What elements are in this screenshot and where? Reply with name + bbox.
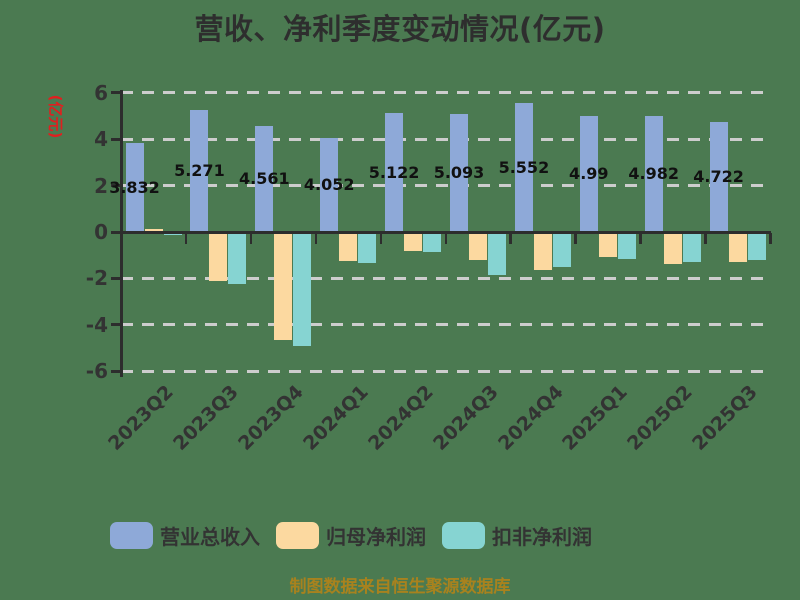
zero-line [119, 230, 771, 234]
legend: 营业总收入 归母净利润 扣非净利润 [110, 521, 592, 550]
y-tick-label: -6 [85, 359, 108, 384]
value-label-2024Q2: 5.122 [368, 162, 420, 182]
bar-扣非净利润-2025Q3 [747, 233, 766, 261]
x-axis-tick [509, 233, 512, 244]
bar-扣非净利润-2023Q2 [163, 233, 182, 236]
legend-item: 归母净利润 [276, 521, 426, 550]
y-tick-label: 4 [94, 127, 108, 152]
bar-归母净利润-2024Q4 [533, 233, 552, 271]
y-tick-label: 2 [94, 173, 108, 198]
y-tick-label: 6 [94, 80, 108, 105]
x-tick-label-2024Q4: 2024Q4 [493, 381, 568, 455]
y-axis-tick [111, 323, 121, 327]
bar-扣非净利润-2025Q1 [617, 233, 636, 260]
bar-扣非净利润-2024Q3 [488, 233, 506, 275]
y-axis-tick [111, 369, 121, 373]
x-axis-tick [769, 233, 772, 244]
y-tick-label: 0 [94, 220, 108, 244]
y-tick-label: -2 [85, 266, 108, 291]
legend-label: 营业总收入 [160, 525, 260, 549]
x-tick-label-2024Q3: 2024Q3 [428, 381, 503, 455]
bar-营业总收入-2025Q3 [709, 122, 728, 232]
gridline [121, 137, 770, 141]
bar-归母净利润-2023Q3 [209, 233, 228, 282]
footer-note: 制图数据来自恒生聚源数据库 [289, 577, 511, 597]
value-label-2025Q2: 4.982 [628, 164, 679, 184]
bar-营业总收入-2023Q4 [255, 126, 274, 232]
x-axis-tick [444, 233, 447, 244]
bar-扣非净利润-2024Q1 [358, 233, 377, 263]
legend-item: 扣非净利润 [442, 521, 592, 550]
y-tick-label: -4 [85, 312, 108, 337]
x-axis-tick [379, 233, 383, 244]
bar-归母净利润-2024Q3 [469, 233, 487, 261]
bar-扣非净利润-2025Q2 [682, 233, 701, 262]
bar-归母净利润-2025Q3 [728, 233, 747, 262]
bar-扣非净利润-2023Q4 [293, 233, 312, 347]
legend-swatch [442, 522, 485, 549]
y-axis-tick [111, 91, 121, 95]
value-label-2025Q1: 4.99 [569, 164, 609, 184]
x-tick-label-2025Q3: 2025Q3 [688, 381, 763, 455]
bar-扣非净利润-2023Q3 [228, 233, 247, 284]
legend-label: 归母净利润 [326, 525, 426, 549]
x-tick-label-2023Q3: 2023Q3 [169, 381, 243, 455]
legend-swatch [276, 522, 319, 549]
gridline [121, 91, 770, 95]
value-label-2025Q3: 4.722 [693, 167, 744, 187]
bar-归母净利润-2023Q2 [144, 228, 163, 232]
x-tick-label-2024Q1: 2024Q1 [298, 381, 373, 455]
value-label-2024Q4: 5.552 [498, 157, 550, 177]
x-axis-tick [120, 233, 123, 244]
x-axis-tick [639, 233, 642, 244]
bar-营业总收入-2024Q2 [385, 113, 404, 232]
bar-扣非净利润-2024Q2 [423, 233, 442, 253]
x-tick-label-2023Q4: 2023Q4 [234, 381, 308, 455]
value-label-2024Q3: 5.093 [433, 162, 485, 182]
x-tick-label-2025Q1: 2025Q1 [558, 381, 633, 455]
value-label-2023Q4: 4.561 [238, 169, 290, 189]
bar-归母净利润-2025Q1 [598, 233, 617, 258]
legend-label: 扣非净利润 [492, 525, 592, 549]
y-axis-tick [111, 276, 121, 280]
bar-营业总收入-2025Q1 [579, 116, 598, 232]
gridline [121, 323, 770, 327]
bar-营业总收入-2024Q1 [320, 137, 339, 232]
bar-营业总收入-2023Q3 [190, 109, 209, 232]
value-label-2023Q3: 5.271 [174, 160, 225, 180]
x-tick-label-2024Q2: 2024Q2 [363, 381, 438, 455]
value-label-2024Q1: 4.052 [303, 174, 355, 194]
legend-swatch [110, 522, 153, 549]
value-label-2023Q2: 3.832 [109, 177, 160, 197]
gridline [121, 184, 770, 188]
x-axis-tick [574, 233, 577, 244]
y-axis-tick [111, 184, 121, 188]
bar-营业总收入-2024Q3 [450, 113, 468, 232]
x-tick-label-2023Q2: 2023Q2 [104, 381, 179, 455]
bar-归母净利润-2024Q1 [339, 233, 358, 261]
x-tick-label-2025Q2: 2025Q2 [623, 381, 698, 455]
bar-营业总收入-2025Q2 [644, 116, 663, 232]
bar-归母净利润-2023Q4 [274, 233, 293, 341]
y-axis-tick [111, 230, 121, 234]
chart-title: 营收、净利季度变动情况(亿元) [194, 12, 606, 46]
bar-营业总收入-2023Q2 [125, 143, 144, 232]
bar-营业总收入-2024Q4 [514, 103, 533, 232]
y-axis-tick [111, 137, 121, 141]
x-axis-tick [249, 233, 253, 244]
bar-归母净利润-2025Q2 [663, 233, 682, 264]
x-axis-tick [314, 233, 318, 244]
x-axis-tick [704, 233, 707, 244]
legend-item: 营业总收入 [110, 521, 260, 550]
bar-归母净利润-2024Q2 [404, 233, 423, 252]
gridline [121, 369, 770, 373]
gridline [121, 276, 770, 280]
x-axis-tick [184, 233, 188, 244]
bar-扣非净利润-2024Q4 [552, 233, 571, 267]
